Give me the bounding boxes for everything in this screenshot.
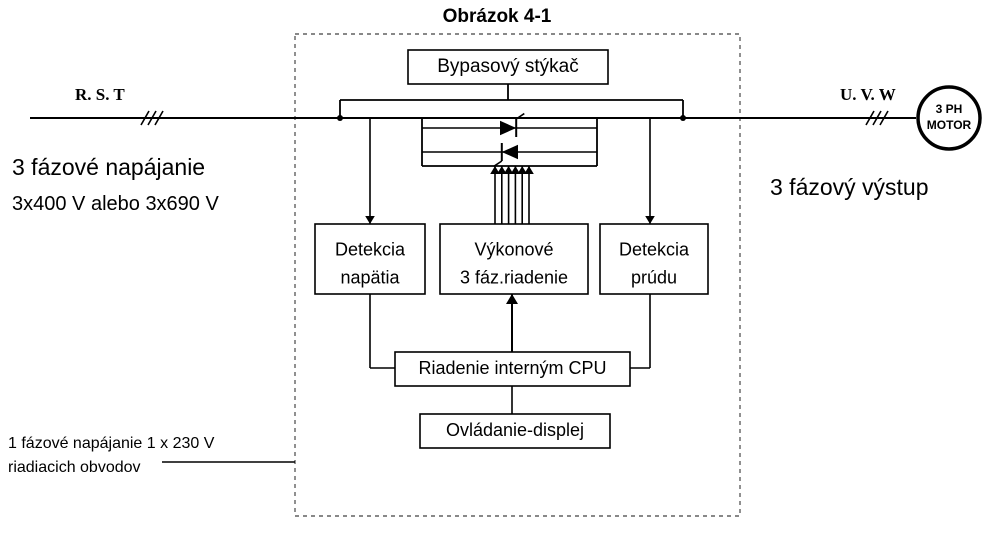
control-supply-1: 1 fázové napájanie 1 x 230 V: [8, 435, 215, 452]
figure-title: Obrázok 4-1: [443, 6, 552, 27]
motor-label-1: 3 PH: [936, 102, 963, 116]
current-detect-box-label1: Detekcia: [619, 239, 690, 259]
voltage-detect-box-label1: Detekcia: [335, 239, 406, 259]
supply-title: 3 fázové napájanie: [12, 154, 205, 180]
control-supply-2: riadiacich obvodov: [8, 459, 141, 476]
output-terminals-label: U. V. W: [840, 85, 896, 104]
motor-label-2: MOTOR: [927, 118, 972, 132]
display-box-label: Ovládanie-displej: [446, 420, 584, 440]
bypass-contactor-box-label: Bypasový stýkač: [437, 56, 579, 77]
output-title: 3 fázový výstup: [770, 174, 929, 200]
cpu-box-label: Riadenie interným CPU: [418, 358, 606, 378]
input-terminals-label: R. S. T: [75, 85, 125, 104]
power-control-box-label2: 3 fáz.riadenie: [460, 267, 568, 287]
supply-voltage: 3x400 V alebo 3x690 V: [12, 193, 219, 215]
power-control-box-label1: Výkonové: [474, 239, 553, 259]
current-detect-box-label2: prúdu: [631, 267, 677, 287]
voltage-detect-box-label2: napätia: [340, 267, 400, 287]
